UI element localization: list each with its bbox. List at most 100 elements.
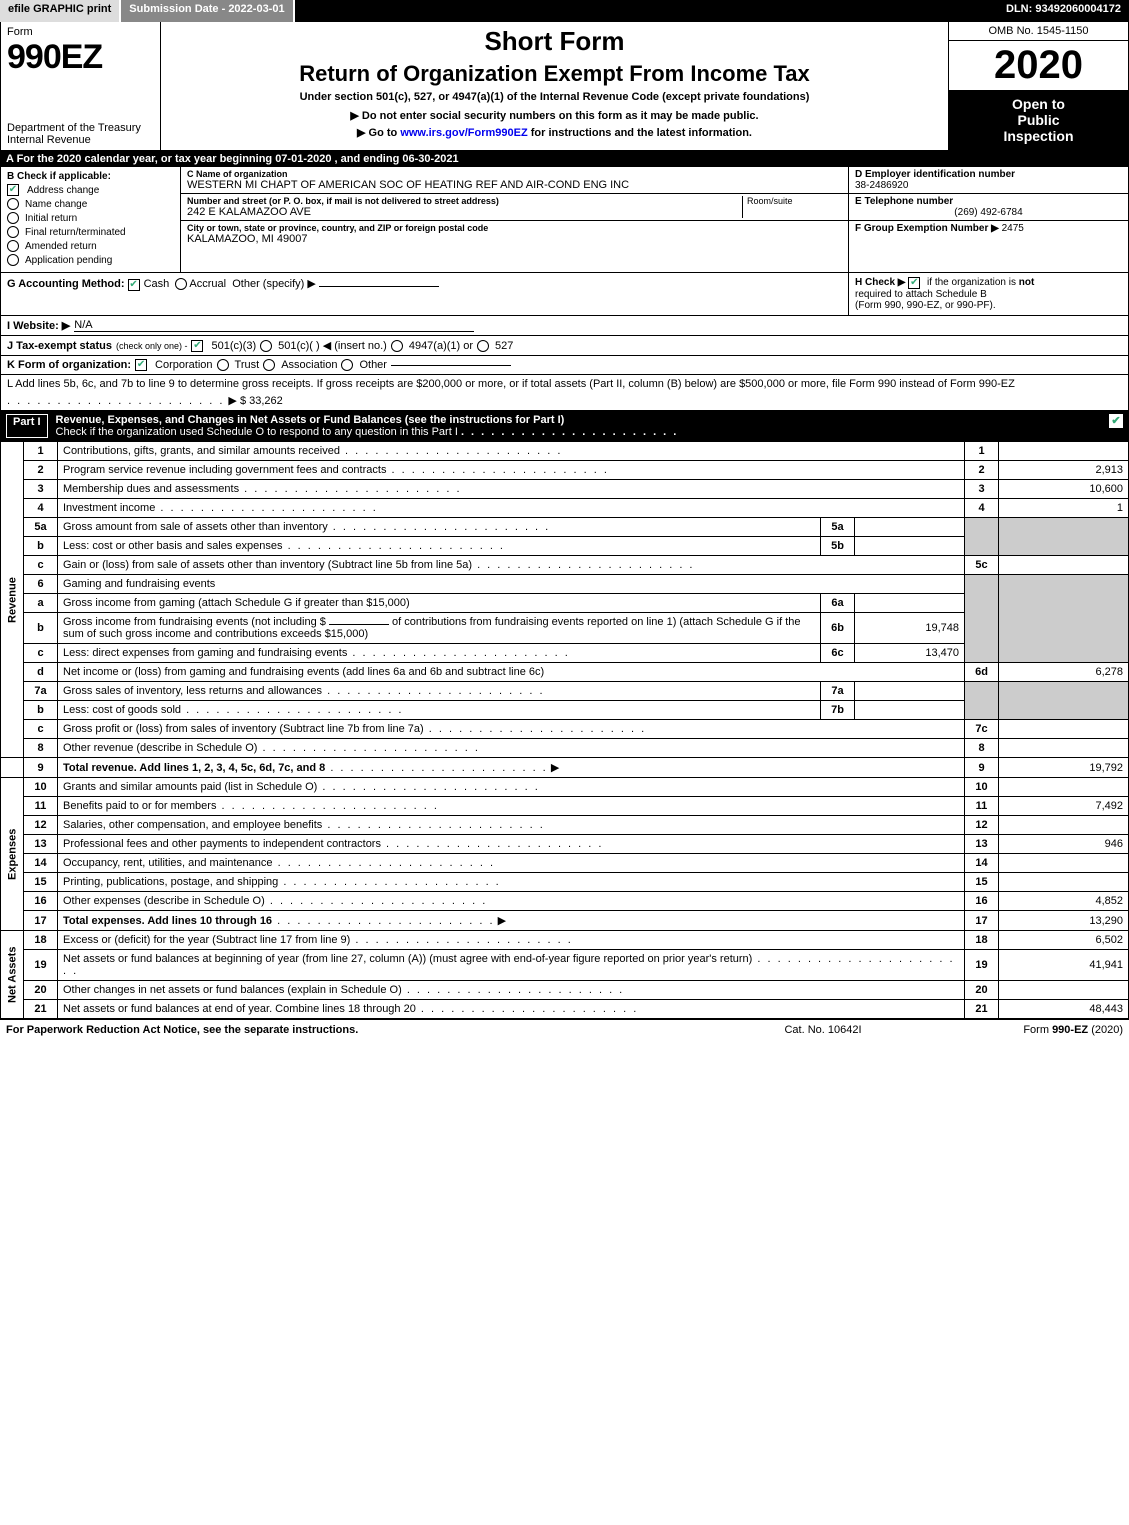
name-change-checkbox[interactable] [7,198,19,210]
line-16-code: 16 [965,892,999,911]
other-org-checkbox[interactable] [341,359,353,371]
header-left: Form 990EZ Department of the Treasury In… [1,22,161,150]
line-6c-subnum: 6c [821,644,855,663]
irs-label: Internal Revenue [7,134,154,146]
other-org-label: Other [359,359,387,371]
line-6a-desc: Gross income from gaming (attach Schedul… [58,594,821,613]
gray-cell [965,682,999,720]
application-pending-checkbox[interactable] [7,254,19,266]
line-9-code: 9 [965,758,999,778]
corporation-checkbox[interactable]: ✔ [135,359,147,371]
ein-label: D Employer identification number [855,169,1122,180]
dln-label: DLN: 93492060004172 [998,0,1129,22]
line-10-num: 10 [24,778,58,797]
section-b: B Check if applicable: ✔Address change N… [1,167,181,272]
line-2-code: 2 [965,461,999,480]
501c-label: 501(c)( ) ◀ (insert no.) [278,339,387,352]
tax-year: 2020 [949,41,1128,90]
4947-checkbox[interactable] [391,340,403,352]
section-l: L Add lines 5b, 6c, and 7b to line 9 to … [0,375,1129,411]
line-14-desc: Occupancy, rent, utilities, and maintena… [63,857,273,869]
line-3-num: 3 [24,480,58,499]
other-method-input[interactable] [319,286,439,287]
527-label: 527 [495,340,513,352]
line-21-desc: Net assets or fund balances at end of ye… [63,1003,416,1015]
gray-cell [999,575,1129,663]
irs-link[interactable]: www.irs.gov/Form990EZ [400,127,527,139]
street-label: Number and street (or P. O. box, if mail… [187,196,742,206]
line-5a-subval [855,518,965,537]
schedule-b-checkbox[interactable]: ✔ [908,277,920,289]
line-7a-desc: Gross sales of inventory, less returns a… [63,685,322,697]
submission-date-button[interactable]: Submission Date - 2022-03-01 [121,0,294,22]
line-5c-num: c [24,556,58,575]
dept-label: Department of the Treasury [7,122,154,134]
line-20-num: 20 [24,981,58,1000]
form-header: Form 990EZ Department of the Treasury In… [0,22,1129,151]
line-15-code: 15 [965,873,999,892]
section-j: J Tax-exempt status (check only one) - ✔… [0,336,1129,356]
line-6b-subnum: 6b [821,613,855,644]
omb-number: OMB No. 1545-1150 [949,22,1128,41]
goto-suffix: for instructions and the latest informat… [531,127,752,139]
application-pending-label: Application pending [25,255,112,266]
line-6d-amount: 6,278 [999,663,1129,682]
line-18-num: 18 [24,931,58,950]
line-21-num: 21 [24,1000,58,1019]
cash-checkbox[interactable]: ✔ [128,279,140,291]
line-6d-num: d [24,663,58,682]
line-12-code: 12 [965,816,999,835]
line-6a-num: a [24,594,58,613]
527-checkbox[interactable] [477,340,489,352]
part-1-title-text: Revenue, Expenses, and Changes in Net As… [56,414,565,426]
form-org-label: K Form of organization: [7,359,131,371]
501c3-checkbox[interactable]: ✔ [191,340,203,352]
check-only-one: (check only one) - [116,341,188,351]
line-14-num: 14 [24,854,58,873]
line-19-code: 19 [965,950,999,981]
address-change-checkbox[interactable]: ✔ [7,184,19,196]
501c3-label: 501(c)(3) [211,340,256,352]
line-8-desc: Other revenue (describe in Schedule O) [63,742,257,754]
efile-print-button[interactable]: efile GRAPHIC print [0,0,121,22]
line-5a-desc: Gross amount from sale of assets other t… [63,521,328,533]
other-org-input[interactable] [391,365,511,366]
line-5c-desc: Gain or (loss) from sale of assets other… [63,559,472,571]
part-1-title: Revenue, Expenses, and Changes in Net As… [56,414,1109,438]
line-16-num: 16 [24,892,58,911]
line-17-code: 17 [965,911,999,931]
line-8-code: 8 [965,739,999,758]
line-5c-amount [999,556,1129,575]
street-value: 242 E KALAMAZOO AVE [187,206,742,218]
main-title: Return of Organization Exempt From Incom… [167,61,942,87]
line-5a-num: 5a [24,518,58,537]
line-14-amount [999,854,1129,873]
line-20-code: 20 [965,981,999,1000]
ein-value: 38-2486920 [855,180,1122,191]
line-6b-contrib-input[interactable] [329,624,389,625]
expenses-side-label: Expenses [1,778,24,931]
line-5c-code: 5c [965,556,999,575]
501c-checkbox[interactable] [260,340,272,352]
accrual-label: Accrual [189,278,226,290]
trust-checkbox[interactable] [217,359,229,371]
name-change-label: Name change [25,199,87,210]
line-1-amount [999,442,1129,461]
line-5b-num: b [24,537,58,556]
association-checkbox[interactable] [263,359,275,371]
line-11-desc: Benefits paid to or for members [63,800,216,812]
form-ref-prefix: Form [1023,1024,1052,1036]
sections-g-h: G Accounting Method: ✔Cash Accrual Other… [0,273,1129,316]
open-line1: Open to [953,96,1124,112]
initial-return-checkbox[interactable] [7,212,19,224]
section-k: K Form of organization: ✔Corporation Tru… [0,356,1129,375]
line-6b-num: b [24,613,58,644]
line-12-num: 12 [24,816,58,835]
section-i: I Website: ▶ N/A [0,316,1129,336]
amended-return-checkbox[interactable] [7,240,19,252]
paperwork-notice: For Paperwork Reduction Act Notice, see … [6,1024,723,1036]
final-return-checkbox[interactable] [7,226,19,238]
accrual-checkbox[interactable] [175,278,187,290]
line-13-num: 13 [24,835,58,854]
part-1-schedule-o-checkbox[interactable]: ✔ [1109,414,1123,428]
